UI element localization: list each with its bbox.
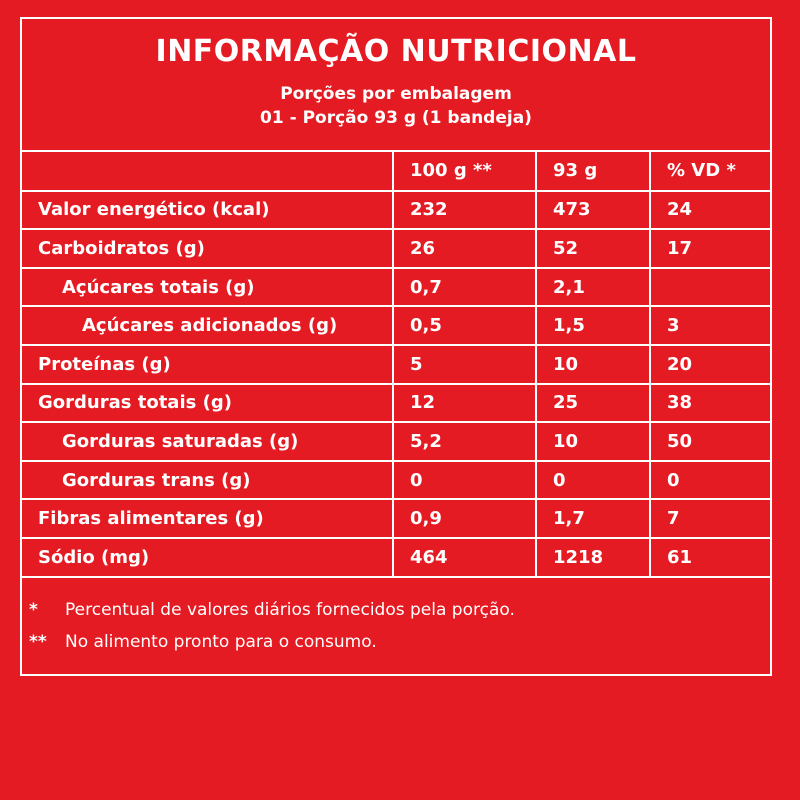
value-per-100g: 5,2: [392, 422, 536, 462]
value-per-portion: 10: [535, 344, 650, 385]
column-header-per-100g: 100 g **: [392, 152, 536, 192]
value-daily-percent: 7: [649, 499, 770, 539]
value-per-portion: 0: [535, 460, 650, 501]
footnote-item: * Percentual de valores diários fornecid…: [29, 594, 770, 626]
table-row: Sódio (mg) 464 1218 61: [22, 537, 770, 578]
value-daily-percent: 17: [649, 229, 770, 269]
column-header-per-portion: 93 g: [535, 152, 650, 192]
value-per-portion: 1218: [535, 537, 650, 578]
table-row: Carboidratos (g) 26 52 17: [22, 229, 770, 269]
panel-title: INFORMAÇÃO NUTRICIONAL: [155, 34, 637, 69]
panel-header: INFORMAÇÃO NUTRICIONAL Porções por embal…: [22, 19, 770, 152]
table-row: Proteínas (g) 5 10 20: [22, 344, 770, 385]
value-per-100g: 12: [392, 383, 536, 424]
column-header-nutrient: [22, 152, 393, 192]
value-daily-percent: [649, 267, 770, 308]
servings-per-package: Porções por embalagem: [280, 84, 512, 104]
table-row: Gorduras totais (g) 12 25 38: [22, 383, 770, 424]
value-daily-percent: 61: [649, 537, 770, 578]
footnote-mark: **: [29, 631, 47, 652]
value-per-portion: 52: [535, 229, 650, 269]
nutrient-label: Açúcares totais (g): [22, 267, 393, 308]
nutrient-label: Proteínas (g): [22, 344, 393, 385]
footnotes: * Percentual de valores diários fornecid…: [22, 578, 770, 658]
value-daily-percent: 0: [649, 460, 770, 501]
table-row: Gorduras saturadas (g) 5,2 10 50: [22, 422, 770, 462]
footnote-text: Percentual de valores diários fornecidos…: [65, 599, 515, 620]
value-per-portion: 10: [535, 422, 650, 462]
value-daily-percent: 3: [649, 306, 770, 346]
serving-size: 01 - Porção 93 g (1 bandeja): [260, 108, 532, 128]
nutrient-label: Valor energético (kcal): [22, 190, 393, 231]
nutrient-label: Gorduras saturadas (g): [22, 422, 393, 462]
nutrient-label: Sódio (mg): [22, 537, 393, 578]
footnote-text: No alimento pronto para o consumo.: [65, 631, 377, 652]
table-header-row: 100 g ** 93 g % VD *: [22, 152, 770, 192]
table-row: Valor energético (kcal) 232 473 24: [22, 190, 770, 231]
column-header-daily-value: % VD *: [649, 152, 770, 192]
nutrient-label: Carboidratos (g): [22, 229, 393, 269]
table-row: Açúcares adicionados (g) 0,5 1,5 3: [22, 306, 770, 346]
value-per-portion: 1,7: [535, 499, 650, 539]
footnote-item: ** No alimento pronto para o consumo.: [29, 626, 770, 658]
value-per-100g: 0,7: [392, 267, 536, 308]
value-per-portion: 473: [535, 190, 650, 231]
value-per-100g: 26: [392, 229, 536, 269]
nutrition-table: 100 g ** 93 g % VD * Valor energético (k…: [22, 152, 770, 578]
value-daily-percent: 50: [649, 422, 770, 462]
value-per-100g: 0,9: [392, 499, 536, 539]
nutrition-facts-panel: INFORMAÇÃO NUTRICIONAL Porções por embal…: [20, 17, 772, 676]
value-per-100g: 0: [392, 460, 536, 501]
table-row: Gorduras trans (g) 0 0 0: [22, 460, 770, 501]
table-row: Fibras alimentares (g) 0,9 1,7 7: [22, 499, 770, 539]
value-per-portion: 25: [535, 383, 650, 424]
value-daily-percent: 38: [649, 383, 770, 424]
value-daily-percent: 20: [649, 344, 770, 385]
value-per-100g: 0,5: [392, 306, 536, 346]
value-per-portion: 1,5: [535, 306, 650, 346]
value-per-100g: 232: [392, 190, 536, 231]
value-per-100g: 464: [392, 537, 536, 578]
nutrient-label: Fibras alimentares (g): [22, 499, 393, 539]
value-per-portion: 2,1: [535, 267, 650, 308]
nutrient-label: Açúcares adicionados (g): [22, 306, 393, 346]
value-per-100g: 5: [392, 344, 536, 385]
nutrient-label: Gorduras totais (g): [22, 383, 393, 424]
footnote-mark: *: [29, 599, 38, 620]
table-row: Açúcares totais (g) 0,7 2,1: [22, 267, 770, 308]
value-daily-percent: 24: [649, 190, 770, 231]
nutrient-label: Gorduras trans (g): [22, 460, 393, 501]
